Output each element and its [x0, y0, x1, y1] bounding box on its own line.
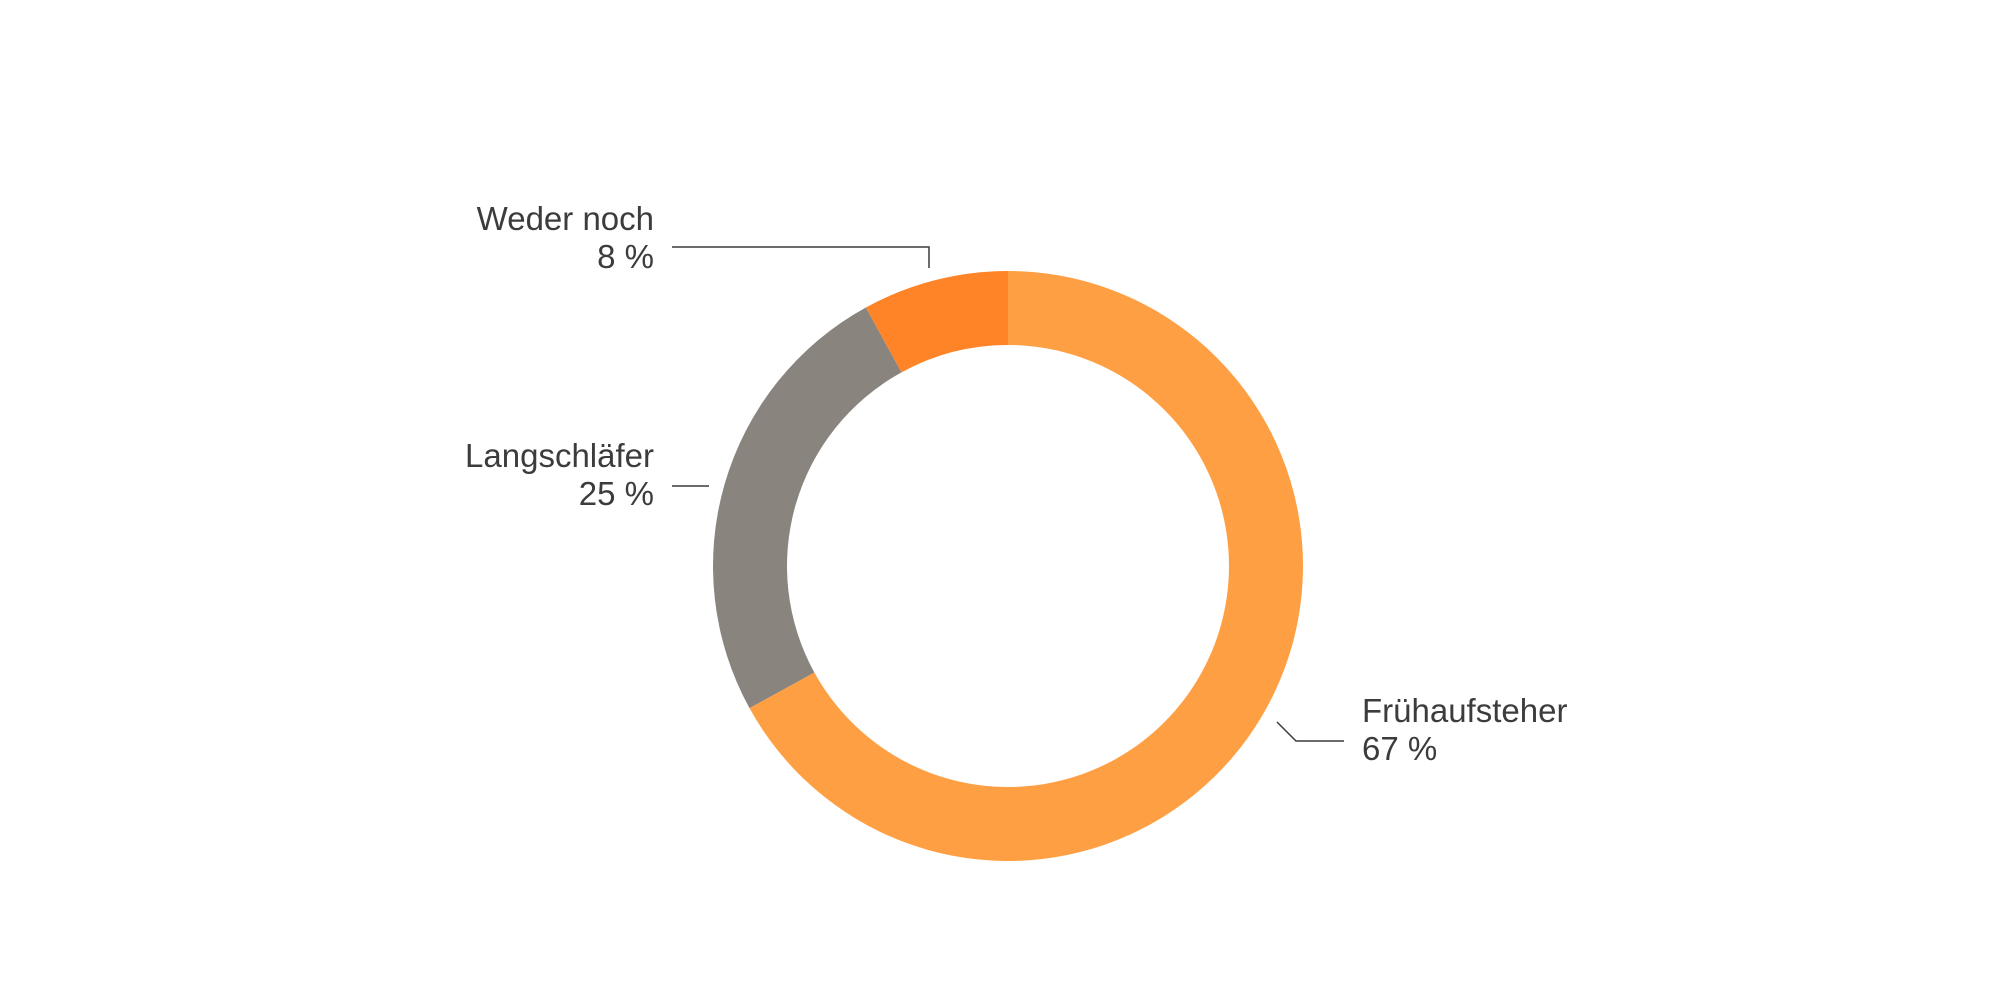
category-label: Frühaufsteher — [1362, 692, 1567, 729]
value-label: 25 % — [579, 475, 654, 512]
donut-segment — [712, 307, 902, 709]
donut-segment — [865, 271, 1008, 373]
value-label: 67 % — [1362, 730, 1437, 767]
leader-line — [672, 246, 930, 268]
value-label: 8 % — [597, 238, 654, 275]
leader-line — [1276, 721, 1344, 742]
category-label: Weder noch — [477, 200, 654, 237]
category-label: Langschläfer — [465, 437, 654, 474]
